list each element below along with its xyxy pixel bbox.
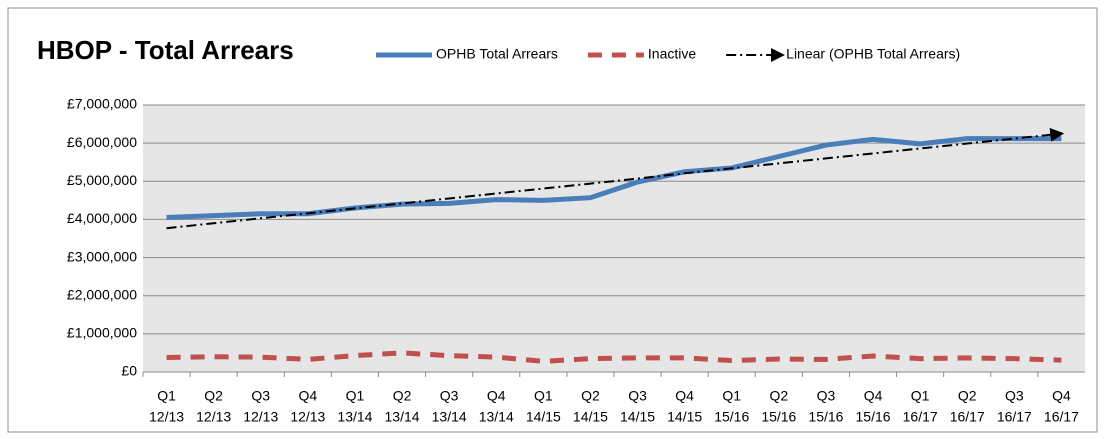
- plot-area: [143, 105, 1085, 372]
- x-tick-label: Q2: [581, 388, 600, 404]
- x-tick-label: 12/13: [243, 409, 278, 425]
- x-tick-label: Q4: [487, 388, 506, 404]
- x-tick-label: Q1: [157, 388, 176, 404]
- x-tick-label: 12/13: [290, 409, 325, 425]
- x-tick-label: 14/15: [526, 409, 561, 425]
- chart-title: HBOP - Total Arrears: [37, 35, 294, 65]
- x-tick-label: 12/13: [149, 409, 184, 425]
- x-tick-label: 16/17: [1044, 409, 1079, 425]
- y-tick-label: £5,000,000: [67, 172, 137, 188]
- legend-label: Linear (OPHB Total Arrears): [786, 46, 960, 62]
- x-tick-label: 13/14: [337, 409, 372, 425]
- x-tick-label: Q3: [817, 388, 836, 404]
- x-tick-label: Q1: [911, 388, 930, 404]
- x-tick-label: Q4: [1052, 388, 1071, 404]
- x-tick-label: Q2: [770, 388, 789, 404]
- x-tick-label: Q3: [1005, 388, 1024, 404]
- x-tick-label: Q2: [958, 388, 977, 404]
- x-tick-label: 16/17: [997, 409, 1032, 425]
- x-tick-label: 14/15: [573, 409, 608, 425]
- y-tick-label: £3,000,000: [67, 248, 137, 264]
- x-tick-label: 15/16: [761, 409, 796, 425]
- x-tick-label: Q3: [628, 388, 647, 404]
- x-tick-label: 13/14: [479, 409, 514, 425]
- series-line: [166, 127, 1065, 230]
- x-tick-label: Q3: [440, 388, 459, 404]
- x-tick-label: Q2: [204, 388, 223, 404]
- x-tick-label: Q2: [393, 388, 412, 404]
- x-tick-label: 14/15: [620, 409, 655, 425]
- x-tick-label: 15/16: [714, 409, 749, 425]
- y-tick-label: £2,000,000: [67, 286, 137, 302]
- y-tick-label: £4,000,000: [67, 210, 137, 226]
- x-tick-label: 14/15: [667, 409, 702, 425]
- x-tick-label: Q1: [534, 388, 553, 404]
- x-tick-label: 16/17: [950, 409, 985, 425]
- x-tick-label: 13/14: [432, 409, 467, 425]
- legend-label: OPHB Total Arrears: [436, 46, 558, 62]
- x-tick-label: Q1: [722, 388, 741, 404]
- legend-label: Inactive: [648, 46, 696, 62]
- y-tick-label: £1,000,000: [67, 325, 137, 341]
- x-tick-label: Q4: [675, 388, 694, 404]
- y-tick-label: £0: [121, 363, 137, 379]
- y-tick-label: £6,000,000: [67, 134, 137, 150]
- x-tick-label: 16/17: [903, 409, 938, 425]
- series-line: [166, 350, 1062, 364]
- x-tick-label: 12/13: [196, 409, 231, 425]
- x-tick-label: Q1: [346, 388, 365, 404]
- x-tick-label: Q3: [251, 388, 270, 404]
- x-tick-label: 15/16: [856, 409, 891, 425]
- x-tick-label: Q4: [299, 388, 318, 404]
- x-tick-label: 15/16: [808, 409, 843, 425]
- x-tick-label: Q4: [864, 388, 883, 404]
- x-tick-label: 13/14: [385, 409, 420, 425]
- y-tick-label: £7,000,000: [67, 96, 137, 112]
